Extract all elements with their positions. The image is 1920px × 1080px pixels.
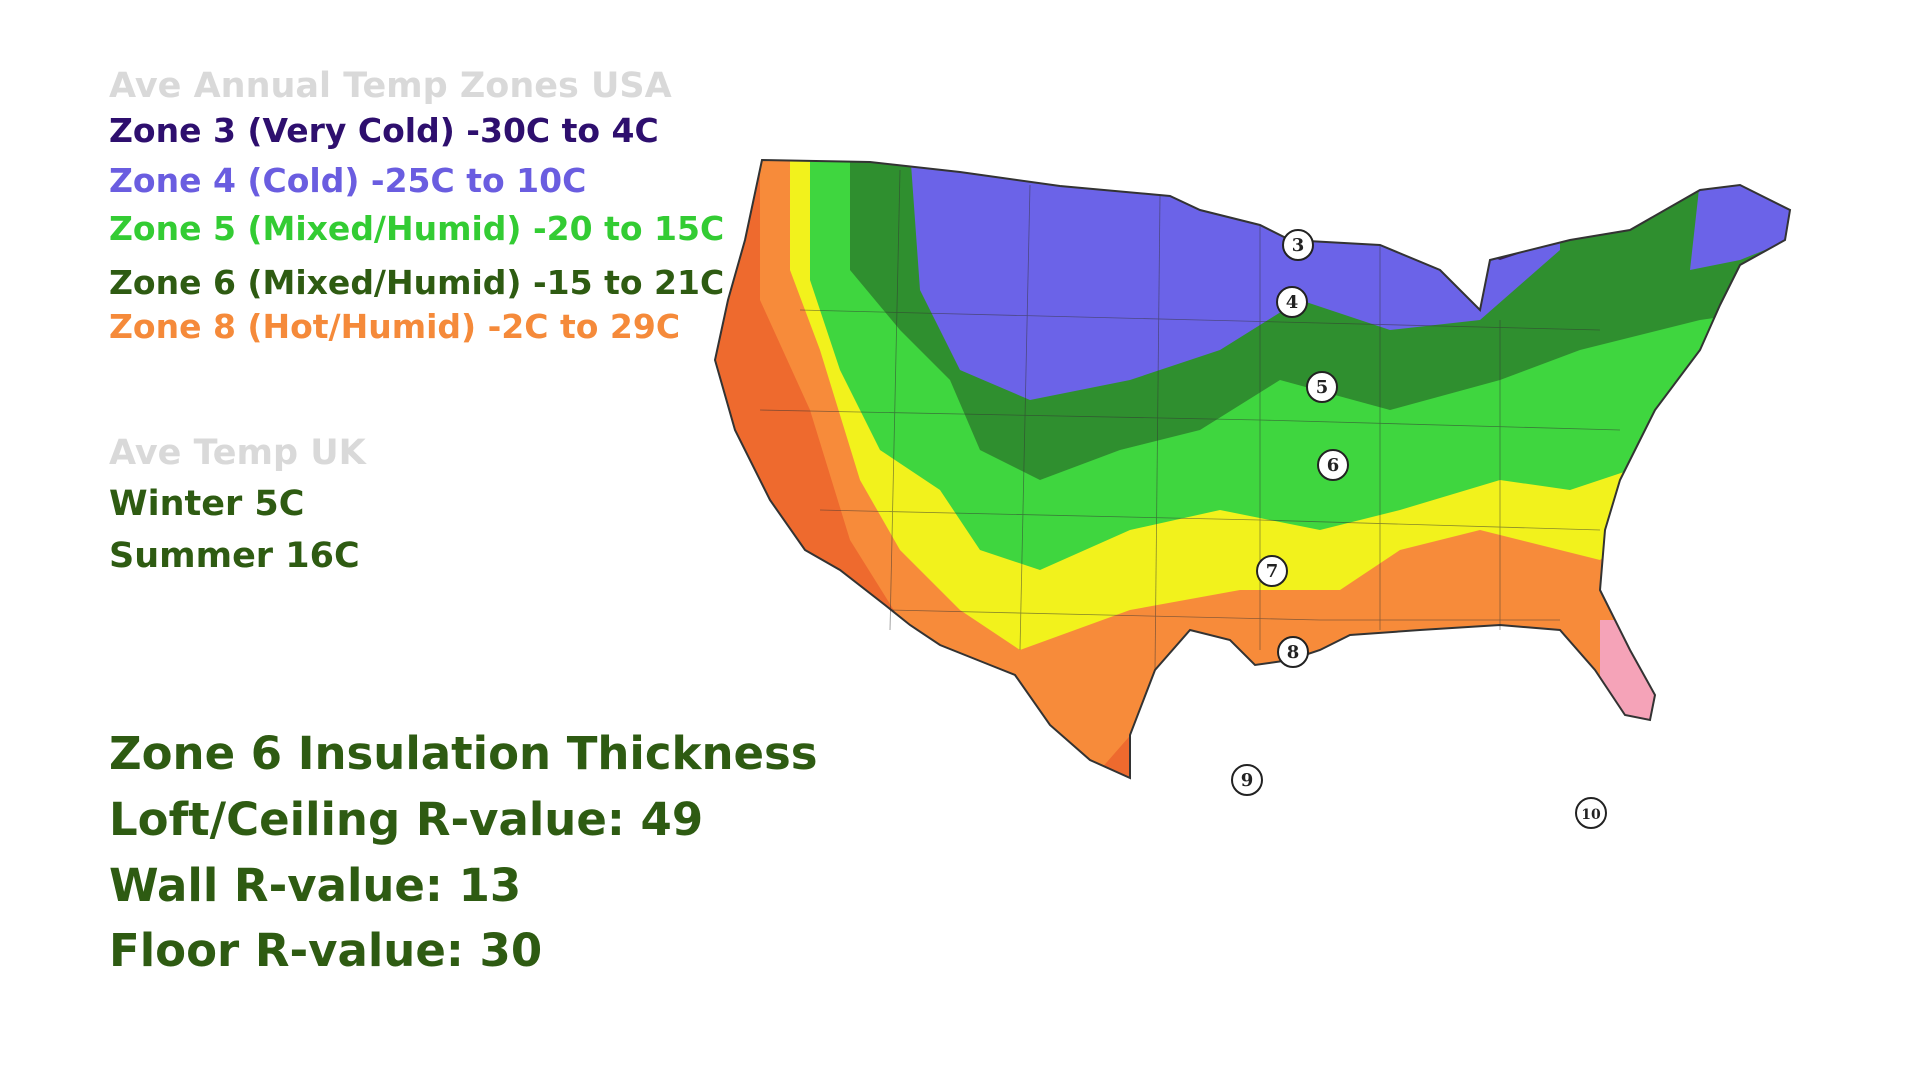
zone-marker-4: 4 bbox=[1276, 286, 1308, 318]
floor-r-value: Floor R-value: 30 bbox=[109, 924, 543, 977]
svg-text:9: 9 bbox=[1241, 770, 1254, 791]
zone-3-legend: Zone 3 (Very Cold) -30C to 4C bbox=[109, 111, 659, 150]
zone-number-markers: 3 4 5 6 7 8 9 10 bbox=[1231, 229, 1607, 829]
zone-marker-7: 7 bbox=[1256, 555, 1288, 587]
svg-text:8: 8 bbox=[1287, 642, 1300, 663]
svg-text:4: 4 bbox=[1286, 292, 1299, 313]
zone-marker-3: 3 bbox=[1282, 229, 1314, 261]
zone-marker-9: 9 bbox=[1231, 764, 1263, 796]
uk-temp-heading: Ave Temp UK bbox=[109, 433, 366, 473]
state-borders bbox=[759, 169, 1621, 671]
zone-6-legend: Zone 6 (Mixed/Humid) -15 to 21C bbox=[109, 263, 725, 302]
zone-8-legend: Zone 8 (Hot/Humid) -2C to 29C bbox=[109, 307, 681, 346]
usa-climate-zone-map: 3 4 5 6 7 8 9 10 bbox=[713, 158, 1792, 829]
zone-marker-6: 6 bbox=[1317, 449, 1349, 481]
usa-zones-heading: Ave Annual Temp Zones USA bbox=[109, 66, 672, 106]
usa-outline bbox=[713, 158, 1792, 780]
zone-10-tip bbox=[1600, 620, 1700, 778]
zone-marker-5: 5 bbox=[1306, 371, 1338, 403]
insulation-title: Zone 6 Insulation Thickness bbox=[109, 727, 818, 780]
uk-winter-temp: Winter 5C bbox=[109, 484, 305, 524]
zone-5-legend: Zone 5 (Mixed/Humid) -20 to 15C bbox=[109, 209, 725, 248]
svg-text:5: 5 bbox=[1316, 377, 1329, 398]
uk-summer-temp: Summer 16C bbox=[109, 536, 360, 576]
svg-text:7: 7 bbox=[1266, 561, 1279, 582]
svg-text:10: 10 bbox=[1581, 807, 1601, 823]
zone-4-legend: Zone 4 (Cold) -25C to 10C bbox=[109, 161, 587, 200]
zone-marker-8: 8 bbox=[1277, 636, 1309, 668]
zone-marker-10: 10 bbox=[1575, 797, 1607, 829]
svg-text:6: 6 bbox=[1327, 455, 1340, 476]
loft-r-value: Loft/Ceiling R-value: 49 bbox=[109, 793, 704, 846]
wall-r-value: Wall R-value: 13 bbox=[109, 859, 522, 912]
zone-4-northeast bbox=[1690, 180, 1790, 270]
svg-text:3: 3 bbox=[1292, 235, 1305, 256]
